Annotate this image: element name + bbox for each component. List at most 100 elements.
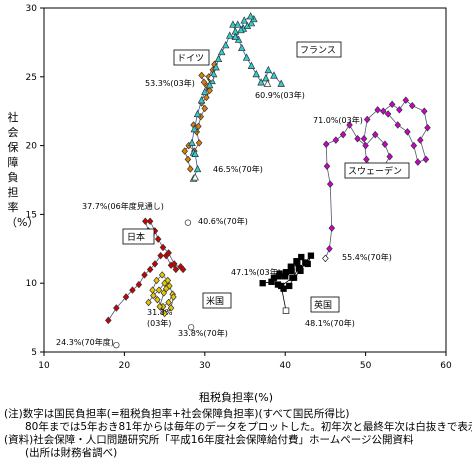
data-point [165,249,172,257]
data-point [360,134,368,143]
data-point [201,104,209,113]
annotation-60-9: 60.9%(03年) [255,90,305,100]
series-2 [259,252,315,314]
data-point [141,271,148,279]
endpoint-marker [282,307,290,314]
data-point [422,155,430,164]
label-box-france [296,41,342,58]
plot-border [43,7,447,353]
label-box-usa [202,292,232,309]
data-point [229,20,237,28]
data-point [190,124,199,133]
series-layer [105,12,431,325]
endpoint-marker [263,79,272,87]
y-tick-label: 15 [26,210,37,220]
data-point [381,140,389,148]
x-tick-label: 40 [279,361,291,371]
data-point [328,224,336,232]
data-point [257,78,265,86]
annotation-24-3: 24.3%(70年度) [56,337,114,347]
data-point [270,274,278,281]
endpoint-marker [187,324,195,331]
data-point [354,134,361,143]
note-line-3: (資料)社会保障・人口問題研究所「平成16年度社会保障給付費」ホームページ公開資… [4,434,414,446]
y-tick-label: 5 [31,348,37,358]
data-point [238,43,246,52]
x-tick-label: 60 [440,361,452,371]
data-point [332,136,340,144]
data-point [156,302,164,311]
data-point [198,71,205,80]
data-point [247,61,256,69]
data-point [209,69,218,78]
data-point [105,316,112,325]
data-point [200,78,208,87]
data-point [246,12,255,20]
y-axis-label: 社会保障負担率（%） [6,111,39,229]
data-point [166,282,173,290]
data-point [179,265,187,274]
y-tick-label: 25 [26,73,37,83]
note-line-1: (注)数字は国民負担率(=租税負担率+社会保障負担率)(すべて国民所得比) [4,408,350,420]
y-tick-label: 30 [26,4,38,14]
data-point [326,245,333,253]
data-point [237,25,245,34]
data-point [298,253,305,261]
data-point [396,106,403,114]
data-point [386,152,393,161]
data-point [323,162,331,170]
data-point [217,47,226,56]
data-point [122,293,130,301]
data-point [158,271,166,279]
data-point [277,79,285,87]
data-point [326,180,334,188]
data-point [242,53,251,61]
data-point [247,18,256,27]
data-point [286,282,293,290]
data-point [262,74,270,82]
data-point [276,270,283,277]
data-point [181,147,188,155]
data-point [170,260,178,268]
annotation-48-1: 48.1%(70年) [305,318,355,328]
annotation-55-4: 55.4%(70年) [342,252,392,262]
data-point [304,260,311,268]
endpoint-markers [113,74,329,349]
data-point [203,93,210,102]
data-point [404,128,411,136]
country-label-sweden: スウェーデン [348,165,402,177]
data-point [159,243,167,252]
data-point [153,276,160,285]
data-point [129,286,136,294]
endpoint-marker [184,219,192,226]
data-point [205,80,214,89]
x-tick-label: 50 [360,361,372,371]
annotation-71-0: 71.0%(03年) [313,115,363,125]
label-box-germany [173,49,210,66]
country-label-uk: 英国 [314,299,332,311]
annotation-31-8-year: (03年) [147,318,171,328]
data-point [197,96,206,104]
data-point [161,309,168,318]
data-point [214,54,223,63]
country-label-france: フランス [300,45,336,56]
data-point [371,130,379,139]
data-point [135,280,143,289]
data-point [307,252,315,259]
data-point [295,264,303,272]
data-point [264,65,273,74]
data-point [188,138,196,146]
annotation-37-7: 37.7%(06年度見通し) [82,201,164,211]
series-1 [145,271,177,318]
data-point [402,96,410,104]
data-point [164,276,172,285]
data-point [252,69,261,78]
data-point [113,304,120,312]
data-point [172,265,180,274]
data-point [278,282,285,290]
data-point [270,71,278,79]
note-line-4: (出所は財務省調べ) [4,447,118,459]
data-point [384,110,392,118]
data-point [154,235,162,243]
